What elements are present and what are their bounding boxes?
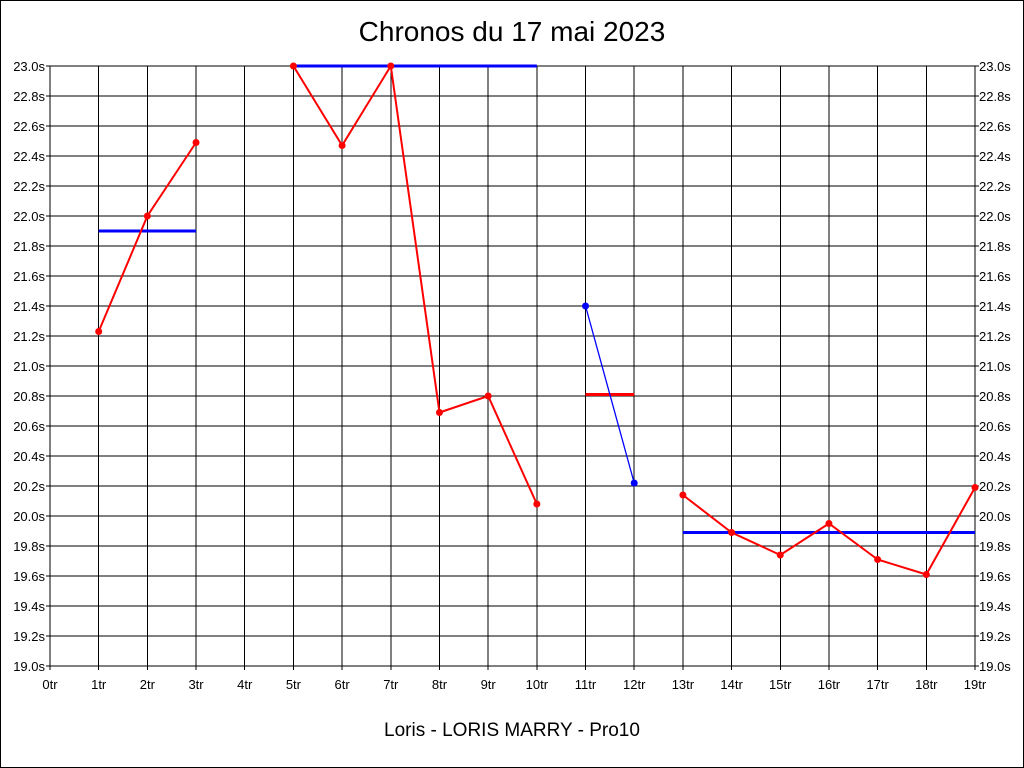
y-tick-label: 23.0s xyxy=(13,59,45,74)
x-tick-label: 3tr xyxy=(188,677,204,692)
y-tick-label: 20.2s xyxy=(979,479,1011,494)
y-tick-label: 21.4s xyxy=(979,299,1011,314)
y-tick-label: 21.6s xyxy=(13,269,45,284)
data-point xyxy=(776,551,784,559)
y-tick-label: 21.8s xyxy=(979,239,1011,254)
data-point xyxy=(192,139,200,146)
y-tick-label: 20.4s xyxy=(13,449,45,464)
x-tick-label: 12tr xyxy=(623,677,646,692)
y-tick-label: 21.0s xyxy=(13,359,45,374)
y-tick-label: 22.2s xyxy=(13,179,45,194)
x-tick-label: 1tr xyxy=(91,677,107,692)
y-tick-label: 21.2s xyxy=(13,329,45,344)
lap-series-group xyxy=(582,302,638,487)
data-point xyxy=(95,328,103,335)
x-tick-label: 17tr xyxy=(866,677,889,692)
lap-series xyxy=(95,62,979,578)
x-tick-label: 0tr xyxy=(42,677,58,692)
data-point xyxy=(338,142,346,149)
y-tick-label: 22.8s xyxy=(13,89,45,104)
y-tick-label: 20.8s xyxy=(979,389,1011,404)
y-tick-label: 22.0s xyxy=(13,209,45,224)
y-tick-label: 22.4s xyxy=(13,149,45,164)
y-tick-label: 22.8s xyxy=(979,89,1011,104)
data-point xyxy=(143,212,151,220)
y-tick-label: 21.6s xyxy=(979,269,1011,284)
y-tick-label: 19.4s xyxy=(979,599,1011,614)
y-tick-label: 22.6s xyxy=(979,119,1011,134)
y-tick-label: 22.2s xyxy=(979,179,1011,194)
x-tick-label: 13tr xyxy=(672,677,695,692)
y-tick-label: 21.4s xyxy=(13,299,45,314)
y-tick-label: 22.4s xyxy=(979,149,1011,164)
lap-series-group xyxy=(679,484,979,578)
y-tick-label: 19.2s xyxy=(979,629,1011,644)
y-tick-label: 20.6s xyxy=(979,419,1011,434)
data-point xyxy=(435,409,443,416)
data-point xyxy=(971,484,979,491)
x-tick-label: 15tr xyxy=(769,677,792,692)
series-line xyxy=(292,63,538,505)
lap-series-group xyxy=(289,62,541,508)
y-axis-left: 19.0s 19.2s 19.4s 19.6s 19.8s 20.0s 20.2s 20.4s… xyxy=(13,59,50,674)
data-point xyxy=(484,392,492,400)
y-tick-label: 22.6s xyxy=(13,119,45,134)
y-tick-label: 19.6s xyxy=(979,569,1011,584)
data-point xyxy=(582,302,590,310)
data-point xyxy=(387,62,395,70)
x-tick-label: 16tr xyxy=(818,677,841,692)
x-tick-label: 4tr xyxy=(237,677,253,692)
data-point xyxy=(630,479,638,487)
y-tick-label: 21.8s xyxy=(13,239,45,254)
y-tick-label: 20.2s xyxy=(13,479,45,494)
chart-footer: Loris - LORIS MARRY - Pro10 xyxy=(384,720,640,741)
data-point xyxy=(825,520,833,527)
y-tick-label: 19.0s xyxy=(13,659,45,674)
x-tick-label: 6tr xyxy=(335,677,351,692)
lap-series-group xyxy=(95,139,200,335)
data-point xyxy=(728,529,736,536)
x-tick-label: 8tr xyxy=(432,677,448,692)
y-tick-label: 21.2s xyxy=(979,329,1011,344)
y-tick-label: 19.8s xyxy=(979,539,1011,554)
y-tick-label: 23.0s xyxy=(979,59,1011,74)
y-axis-right: 19.0s 19.2s 19.4s 19.6s 19.8s 20.0s 20.2s 20.4s… xyxy=(975,59,1011,674)
y-tick-label: 20.0s xyxy=(979,509,1011,524)
y-tick-label: 19.4s xyxy=(13,599,45,614)
x-tick-label: 9tr xyxy=(481,677,497,692)
x-tick-label: 19tr xyxy=(964,677,987,692)
data-point xyxy=(679,491,687,499)
y-tick-label: 20.4s xyxy=(979,449,1011,464)
x-axis: 0tr 1tr 2tr 3tr 4tr 5tr 6tr 7tr 8tr 9tr 10tr 11tr 12… xyxy=(42,666,987,692)
y-tick-label: 19.0s xyxy=(979,659,1011,674)
y-tick-label: 20.6s xyxy=(13,419,45,434)
chart-title: Chronos du 17 mai 2023 xyxy=(358,16,666,47)
y-tick-label: 20.0s xyxy=(13,509,45,524)
data-point xyxy=(289,62,297,70)
y-tick-label: 19.8s xyxy=(13,539,45,554)
data-point xyxy=(922,571,930,578)
y-tick-label: 19.6s xyxy=(13,569,45,584)
series-line xyxy=(584,305,635,484)
x-tick-label: 18tr xyxy=(915,677,938,692)
x-tick-label: 5tr xyxy=(286,677,302,692)
x-tick-label: 10tr xyxy=(526,677,549,692)
y-tick-label: 19.2s xyxy=(13,629,45,644)
x-tick-label: 2tr xyxy=(140,677,156,692)
y-tick-label: 20.8s xyxy=(13,389,45,404)
x-tick-label: 11tr xyxy=(575,677,597,692)
data-point xyxy=(874,556,882,563)
chart-grid xyxy=(49,65,976,667)
y-tick-label: 21.0s xyxy=(979,359,1011,374)
x-tick-label: 7tr xyxy=(383,677,399,692)
y-tick-label: 22.0s xyxy=(979,209,1011,224)
x-tick-label: 14tr xyxy=(720,677,743,692)
data-point xyxy=(533,500,541,508)
